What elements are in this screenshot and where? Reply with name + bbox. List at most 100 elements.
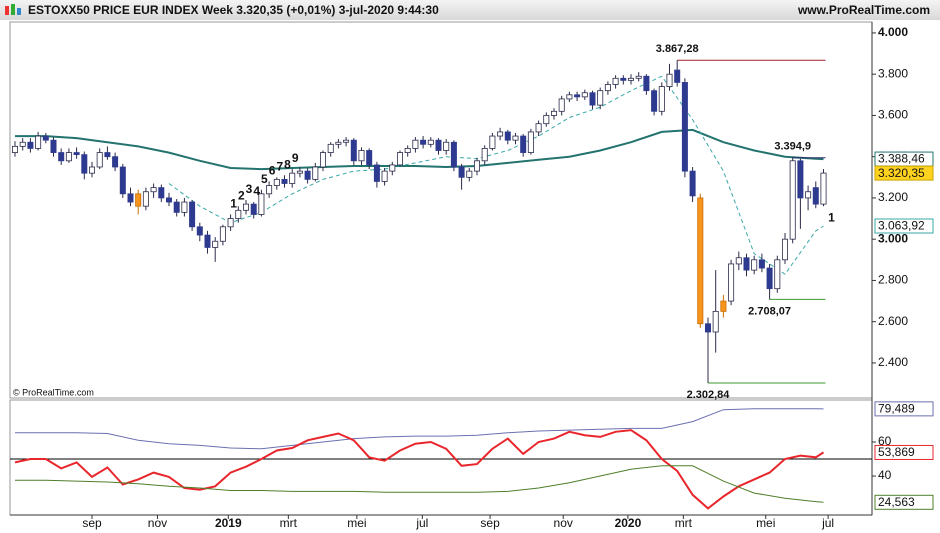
candle-body (751, 259, 758, 271)
candle-body (381, 170, 388, 182)
candle-body (635, 75, 642, 79)
candle-body (158, 187, 165, 199)
level-label: 2.302,84 (687, 389, 731, 401)
indicator-line (15, 408, 824, 450)
candle-body (50, 139, 57, 153)
candle-body (720, 300, 727, 312)
x-tick-label: 2019 (215, 516, 242, 530)
header-icon (17, 8, 21, 15)
candle-body (12, 145, 19, 153)
candle-body (527, 131, 534, 153)
count-label: 1 (230, 197, 237, 211)
candle-body (735, 257, 742, 265)
y-tick-label: 3.000 (878, 231, 908, 245)
candle-body (473, 160, 480, 172)
y-tick-label: 3.800 (878, 66, 908, 80)
y-tick-label: 60 (878, 434, 892, 448)
candle-body (42, 135, 49, 141)
value-box (874, 401, 934, 417)
candle-body (189, 201, 196, 228)
candle-body (119, 166, 126, 195)
count-label: 8 (284, 157, 291, 171)
value-box (874, 165, 934, 181)
candle-body (135, 193, 142, 207)
candle-body (89, 166, 96, 174)
indicator-line (14, 429, 825, 510)
indicator-line (168, 75, 824, 275)
candle-body (227, 218, 234, 228)
candle-body (389, 164, 396, 172)
candle-body (366, 150, 373, 166)
candle-body (466, 170, 473, 178)
candle-body (281, 178, 288, 184)
candle-body (373, 164, 380, 182)
y-tick-label: 2.400 (878, 355, 908, 369)
candle-body (681, 82, 688, 172)
candle-body (712, 310, 719, 333)
candle-body (651, 90, 658, 112)
candle-body (774, 259, 781, 290)
candle-body (781, 238, 788, 261)
y-tick-label: 3.200 (878, 190, 908, 204)
candle-body (789, 160, 796, 240)
x-tick-label: 2020 (615, 516, 642, 530)
x-tick-label: mrt (280, 516, 298, 530)
candle-body (597, 90, 604, 106)
candle-body (574, 94, 581, 98)
candle-body (627, 77, 634, 81)
candle-body (350, 139, 357, 162)
candle-body (219, 226, 226, 242)
y-tick-label: 40 (878, 468, 892, 482)
candle-body (697, 197, 704, 325)
candle-body (458, 166, 465, 178)
value-box-label: 24,563 (878, 495, 915, 509)
value-box (874, 494, 934, 510)
candle-body (658, 86, 665, 112)
candle-body (112, 156, 119, 168)
candle-body (666, 73, 673, 87)
candle-body (643, 75, 650, 92)
candle-body (81, 154, 88, 174)
candle-body (543, 115, 550, 125)
count-label: 1 (828, 210, 835, 224)
value-box-label: 79,489 (878, 402, 915, 416)
candle-body (728, 263, 735, 302)
candle-body (504, 131, 511, 141)
level-label: 2.708,07 (748, 305, 791, 317)
level-label: 3.867,28 (656, 43, 699, 55)
candle-body (127, 193, 134, 203)
candle-body (289, 172, 296, 184)
candle-body (604, 84, 611, 92)
y-tick-label: 4.000 (878, 25, 908, 39)
candle-body (766, 267, 773, 290)
x-tick-label: mrt (675, 516, 693, 530)
header-bar (0, 0, 940, 20)
chart-title: ESTOXX50 PRICE EUR INDEX Week 3.320,35 (… (28, 3, 439, 17)
candle-body (96, 152, 103, 168)
x-tick-label: nov (148, 516, 167, 530)
candle-body (104, 152, 111, 158)
candle-body (420, 139, 427, 145)
count-label: 2 (238, 188, 245, 202)
candle-body (65, 152, 72, 162)
count-label: 4 (253, 184, 260, 198)
count-label: 9 (292, 151, 299, 165)
candle-body (35, 135, 42, 149)
candle-body (797, 160, 804, 199)
candle-body (404, 148, 411, 153)
candle-body (758, 259, 765, 269)
x-tick-label: nov (554, 516, 573, 530)
candle-body (620, 77, 627, 81)
candle-body (566, 94, 573, 100)
candle-body (704, 323, 711, 333)
x-tick-label: jul (821, 516, 834, 530)
candle-body (589, 92, 596, 106)
candle-body (243, 203, 250, 211)
value-box-label: 3.320,35 (878, 166, 925, 180)
candle-body (327, 143, 334, 153)
candle-body (550, 110, 557, 116)
x-tick-label: mei (756, 516, 775, 530)
count-label: 5 (261, 172, 268, 186)
y-tick-label: 3.600 (878, 108, 908, 122)
candle-body (343, 139, 350, 143)
